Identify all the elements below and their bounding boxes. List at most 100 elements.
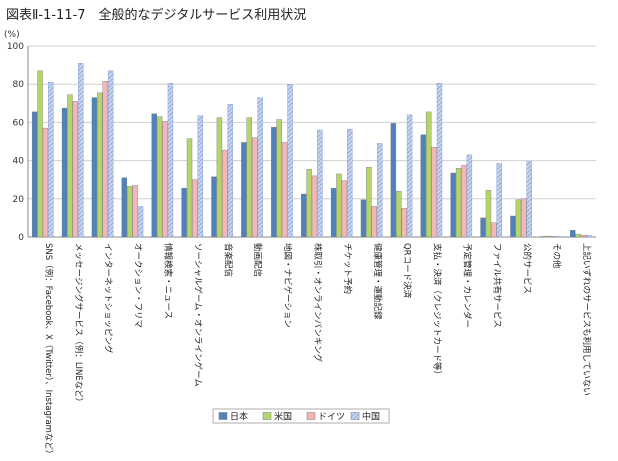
- bar-米国-3: [127, 186, 133, 238]
- bar-ドイツ-9: [311, 175, 318, 238]
- bar-米国-17: [545, 235, 551, 238]
- bar-ドイツ-17: [550, 236, 557, 238]
- bar-日本-15: [480, 217, 486, 238]
- bar-日本-5: [181, 188, 187, 238]
- bar-中国-11: [376, 143, 383, 238]
- figure-title: 図表Ⅱ-1-11-7 全般的なデジタルサービス利用状況: [6, 8, 307, 23]
- category-label: その他: [551, 243, 562, 269]
- bar-米国-8: [276, 119, 282, 238]
- bar-中国-7: [257, 97, 263, 238]
- bar-ドイツ-11: [371, 206, 377, 238]
- y-tick-label: 0: [18, 233, 24, 243]
- bar-米国-2: [97, 92, 103, 238]
- bar-米国-9: [306, 168, 312, 238]
- bar-日本-16: [510, 215, 516, 238]
- bar-ドイツ-13: [431, 147, 437, 238]
- bar-日本-17: [540, 236, 546, 238]
- category-label: メッセージングサービス（例：LINEなど）: [73, 243, 84, 406]
- bar-ドイツ-16: [521, 198, 527, 238]
- bar-米国-11: [366, 167, 372, 238]
- bar-日本-10: [330, 188, 337, 238]
- bar-米国-0: [37, 70, 43, 238]
- y-tick-label: 20: [13, 195, 25, 205]
- bar-米国-1: [67, 94, 73, 238]
- category-label: ファイル共有サービス: [491, 243, 502, 328]
- bar-中国-4: [167, 83, 174, 238]
- category-label: インターネットショッピング: [103, 243, 114, 354]
- bar-米国-10: [336, 173, 342, 238]
- bar-日本-11: [360, 199, 367, 238]
- bar-中国-14: [466, 154, 473, 238]
- y-tick-label: 80: [13, 80, 25, 90]
- category-label: QRコード決済: [402, 243, 413, 299]
- legend-swatch-米国: [262, 412, 272, 420]
- bar-米国-6: [216, 117, 223, 238]
- bar-日本-0: [31, 111, 38, 238]
- bar-中国-5: [197, 115, 204, 238]
- bar-ドイツ-12: [401, 208, 407, 238]
- bar-米国-5: [186, 138, 193, 238]
- bar-日本-13: [420, 134, 426, 238]
- bar-ドイツ-1: [72, 101, 79, 238]
- category-label: 上記いずれのサービスも利用していない: [581, 243, 592, 396]
- bar-ドイツ-7: [252, 137, 258, 238]
- bar-ドイツ-4: [162, 121, 168, 238]
- category-label: 予定管理・カレンダー: [461, 243, 472, 328]
- bar-ドイツ-14: [461, 165, 467, 238]
- legend-label-日本: 日本: [230, 411, 248, 423]
- bar-中国-2: [107, 70, 114, 238]
- category-label: 支払・決済（クレジットカード等）: [432, 243, 443, 379]
- bar-米国-14: [455, 168, 462, 238]
- y-tick-label: 100: [7, 42, 24, 52]
- legend-swatch-中国: [350, 412, 360, 420]
- category-label: 動画配信: [252, 243, 263, 278]
- bar-日本-7: [241, 142, 247, 238]
- bar-日本-2: [91, 97, 98, 238]
- bar-中国-12: [406, 114, 413, 238]
- category-label: SNS（例：Facebook、X（Twitter）、Instagramなど）: [43, 243, 54, 458]
- bar-中国-18: [586, 234, 592, 238]
- category-label: チケット予約: [342, 243, 353, 294]
- legend-swatch-日本: [218, 412, 228, 420]
- bar-日本-18: [570, 230, 576, 238]
- bar-中国-3: [137, 206, 144, 238]
- bar-米国-12: [396, 190, 402, 238]
- bar-米国-13: [425, 111, 432, 238]
- category-label: 情報検索・ニュース: [163, 243, 174, 319]
- category-label: 地図・ナビゲーション: [282, 243, 293, 328]
- bar-ドイツ-2: [102, 81, 108, 238]
- bar-ドイツ-0: [42, 127, 49, 238]
- bar-中国-6: [227, 104, 233, 238]
- bar-中国-16: [526, 161, 532, 238]
- bar-ドイツ-8: [281, 142, 288, 238]
- bar-中国-0: [48, 82, 54, 238]
- bar-米国-4: [156, 116, 163, 238]
- bar-中国-13: [436, 83, 443, 238]
- bar-日本-6: [211, 176, 217, 238]
- legend-label-ドイツ: ドイツ: [318, 413, 345, 423]
- legend-label-中国: 中国: [362, 411, 380, 423]
- bar-米国-16: [515, 199, 522, 238]
- bar-中国-9: [317, 129, 323, 238]
- category-label: 音楽配信: [222, 243, 233, 278]
- bar-日本-3: [121, 177, 128, 238]
- bar-日本-14: [450, 172, 456, 238]
- bar-米国-7: [246, 117, 253, 238]
- bar-中国-1: [78, 62, 84, 238]
- bar-日本-8: [271, 126, 277, 238]
- bar-日本-9: [301, 193, 307, 238]
- y-tick-label: 60: [13, 118, 25, 128]
- bar-中国-10: [347, 128, 353, 238]
- bar-米国-15: [485, 190, 492, 238]
- bar-日本-1: [61, 107, 68, 238]
- bar-日本-4: [151, 113, 157, 238]
- bar-日本-12: [390, 123, 397, 238]
- bar-ドイツ-18: [580, 234, 587, 238]
- bar-ドイツ-5: [192, 179, 198, 238]
- bar-ドイツ-10: [341, 180, 348, 238]
- bar-中国-17: [556, 236, 562, 238]
- category-label: ソーシャルゲーム・オンラインゲーム: [192, 243, 203, 387]
- category-label: 公的サービス: [521, 243, 532, 294]
- legend-box: [212, 408, 390, 424]
